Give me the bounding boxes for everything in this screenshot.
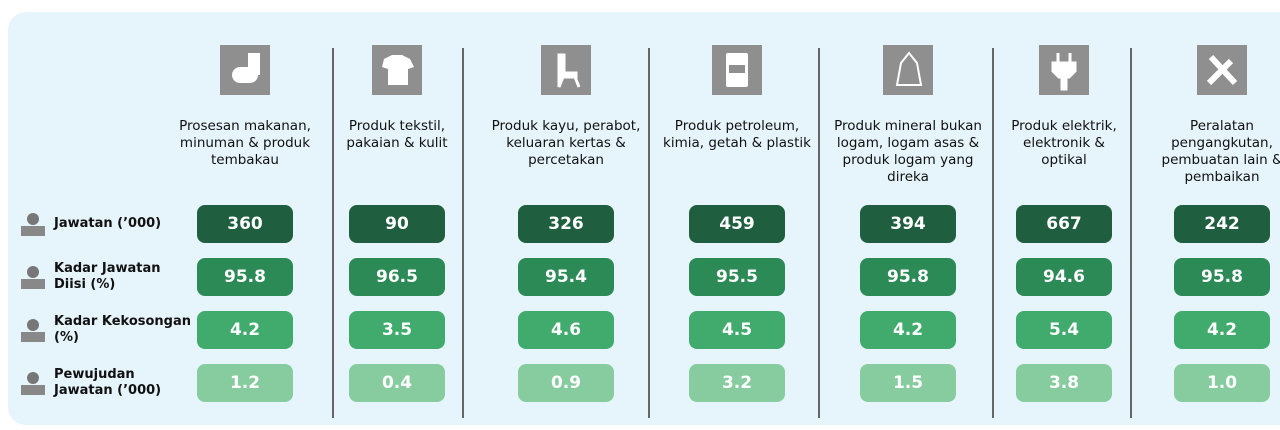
value-cell: 1.0 [1174, 364, 1270, 402]
divider [648, 48, 650, 418]
value-cell: 4.6 [518, 311, 614, 349]
column-icon [1197, 45, 1247, 95]
row-icon [18, 211, 48, 237]
value-cell: 95.4 [518, 258, 614, 296]
row-icon [18, 317, 48, 343]
value-cell: 3.8 [1016, 364, 1112, 402]
column-icon [883, 45, 933, 95]
column-label: Produk elektrik, elektronik & optikal [1011, 118, 1117, 168]
value-cell: 394 [860, 205, 956, 243]
value-cell: 95.5 [689, 258, 785, 296]
column-label: Peralatan pengangkutan, pembuatan lain &… [1161, 118, 1280, 185]
value-cell: 0.4 [349, 364, 445, 402]
row-label: Jawatan (’000) [54, 216, 162, 231]
value-cell: 0.9 [518, 364, 614, 402]
divider [992, 48, 994, 418]
value-cell: 4.2 [197, 311, 293, 349]
value-cell: 95.8 [197, 258, 293, 296]
column-label: Prosesan makanan, minuman & produk temba… [179, 118, 311, 168]
divider [818, 48, 820, 418]
value-cell: 95.8 [1174, 258, 1270, 296]
value-cell: 4.5 [689, 311, 785, 349]
value-cell: 3.2 [689, 364, 785, 402]
value-cell: 459 [689, 205, 785, 243]
value-cell: 326 [518, 205, 614, 243]
column-icon [1039, 45, 1089, 95]
column-label: Produk petroleum, kimia, getah & plastik [663, 118, 811, 151]
divider [332, 48, 334, 418]
value-cell: 94.6 [1016, 258, 1112, 296]
column-label: Produk mineral bukan logam, logam asas &… [834, 118, 982, 185]
value-cell: 3.5 [349, 311, 445, 349]
divider [462, 48, 464, 418]
value-cell: 1.2 [197, 364, 293, 402]
column-icon [220, 45, 270, 95]
value-cell: 360 [197, 205, 293, 243]
column-label: Produk tekstil, pakaian & kulit [346, 118, 448, 151]
row-label: Kadar Kekosongan (%) [54, 314, 192, 345]
value-cell: 4.2 [1174, 311, 1270, 349]
value-cell: 96.5 [349, 258, 445, 296]
value-cell: 5.4 [1016, 311, 1112, 349]
column-icon [712, 45, 762, 95]
row-icon [18, 264, 48, 290]
value-cell: 667 [1016, 205, 1112, 243]
value-cell: 1.5 [860, 364, 956, 402]
column-icon [541, 45, 591, 95]
column-label: Produk kayu, perabot, keluaran kertas & … [491, 118, 641, 168]
value-cell: 90 [349, 205, 445, 243]
value-cell: 242 [1174, 205, 1270, 243]
column-icon [372, 45, 422, 95]
row-label: Kadar Jawatan Diisi (%) [54, 261, 161, 292]
value-cell: 95.8 [860, 258, 956, 296]
value-cell: 4.2 [860, 311, 956, 349]
row-icon [18, 370, 48, 396]
divider [1130, 48, 1132, 418]
row-label: Pewujudan Jawatan (’000) [54, 367, 162, 398]
